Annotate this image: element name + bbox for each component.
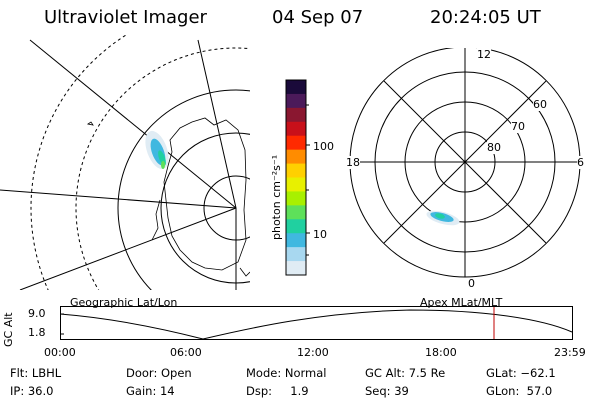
colorbar-stripe	[286, 149, 306, 165]
info-dsp: Dsp: 1.9	[246, 384, 309, 398]
colorbar-stripe	[286, 135, 306, 151]
colorbar-stripe	[286, 107, 306, 123]
info-filter: Flt: LBHL	[10, 366, 62, 380]
mlat-label-80: 80	[487, 141, 501, 154]
mlt-label-0: 0	[468, 277, 475, 290]
timeline-ytick-9: 9.0	[28, 307, 46, 320]
mlat-label-70: 70	[511, 120, 525, 133]
polar-mlat-mlt-plot	[349, 48, 581, 278]
info-glat: GLat: −62.1	[486, 366, 556, 380]
info-door: Door: Open	[126, 366, 192, 380]
polar-aurora-patch	[426, 210, 460, 226]
colorbar-stripe	[286, 191, 306, 206]
mlt-label-6: 6	[577, 156, 584, 169]
mlt-label-12: 12	[477, 48, 491, 61]
colorbar-stripe	[286, 121, 306, 137]
mlat-label-60: 60	[533, 98, 547, 111]
info-gain: Gain: 14	[126, 384, 175, 398]
timeline-right-title: Apex MLat/MLT	[420, 296, 503, 309]
observation-time: 20:24:05 UT	[430, 7, 541, 28]
altitude-timeline	[60, 306, 573, 340]
map-aurora-patch	[145, 130, 169, 170]
info-mode: Mode: Normal	[246, 366, 327, 380]
colorbar-stripe	[286, 205, 306, 220]
timeline-xtick-1200: 12:00	[297, 346, 329, 359]
timeline-xtick-2359: 23:59	[554, 346, 586, 359]
timeline-xtick-1800: 18:00	[425, 346, 457, 359]
colorbar-tick-100: 100	[313, 140, 334, 153]
observation-date: 04 Sep 07	[272, 7, 364, 28]
colorbar-stripe	[286, 261, 306, 276]
colorbar-unit-label: photon cm⁻²s⁻¹	[270, 154, 283, 240]
instrument-title: Ultraviolet Imager	[44, 7, 207, 28]
timeline-ylabel: GC Alt	[2, 312, 15, 347]
timeline-ytick-1.8: 1.8	[28, 326, 46, 339]
timeline-xtick-0000: 00:00	[44, 346, 76, 359]
timeline-xtick-0600: 06:00	[170, 346, 202, 359]
info-gc-alt: GC Alt: 7.5 Re	[365, 366, 446, 380]
colorbar-stripe	[286, 247, 306, 262]
timeline-left-title: Geographic Lat/Lon	[70, 296, 178, 309]
info-seq: Seq: 39	[365, 384, 409, 398]
mlt-label-18: 18	[346, 156, 360, 169]
colorbar-stripe	[286, 93, 306, 109]
geographic-map	[0, 35, 250, 290]
colorbar-tick-10: 10	[313, 228, 327, 241]
colorbar-stripe	[286, 219, 306, 234]
colorbar	[285, 79, 310, 276]
colorbar-stripe	[286, 80, 306, 95]
colorbar-stripe	[286, 177, 306, 192]
colorbar-stripe	[286, 163, 306, 178]
info-ip: IP: 36.0	[10, 384, 54, 398]
colorbar-stripe	[286, 233, 306, 248]
info-glon: GLon: 57.0	[486, 384, 553, 398]
